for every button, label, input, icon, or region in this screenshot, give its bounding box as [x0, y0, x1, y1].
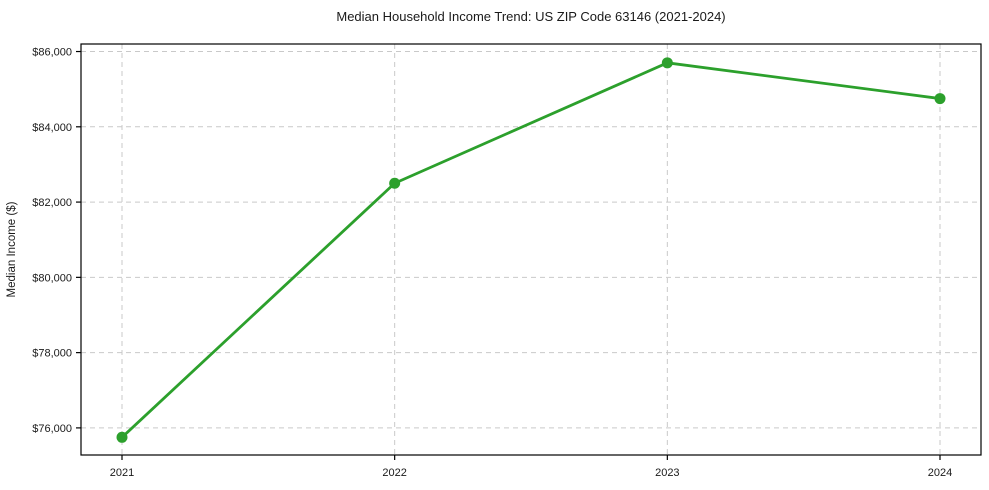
y-tick-label: $76,000: [32, 423, 72, 435]
y-axis-label: Median Income ($): [6, 201, 18, 297]
x-tick-label: 2021: [110, 467, 134, 479]
plot-area: $76,000 $78,000 $80,000 $82,000 $84,000 $86,0…: [32, 43, 982, 479]
y-tick-label: $78,000: [32, 348, 72, 360]
data-point-2021: [116, 431, 128, 443]
x-tick-label: 2024: [928, 467, 952, 479]
x-tick-label: 2022: [382, 467, 406, 479]
chart-title: Median Household Income Trend: US ZIP Co…: [336, 9, 725, 24]
data-point-2024: [934, 93, 946, 105]
y-tick-label: $84,000: [32, 122, 72, 134]
y-tick-label: $80,000: [32, 272, 72, 284]
y-tick-label: $86,000: [32, 47, 72, 59]
y-tick-label: $82,000: [32, 197, 72, 209]
plot-border: [80, 43, 982, 456]
series-line: [120, 61, 942, 439]
x-tick-label: 2023: [655, 467, 679, 479]
data-point-2022: [389, 177, 401, 189]
data-point-2023: [661, 57, 673, 69]
